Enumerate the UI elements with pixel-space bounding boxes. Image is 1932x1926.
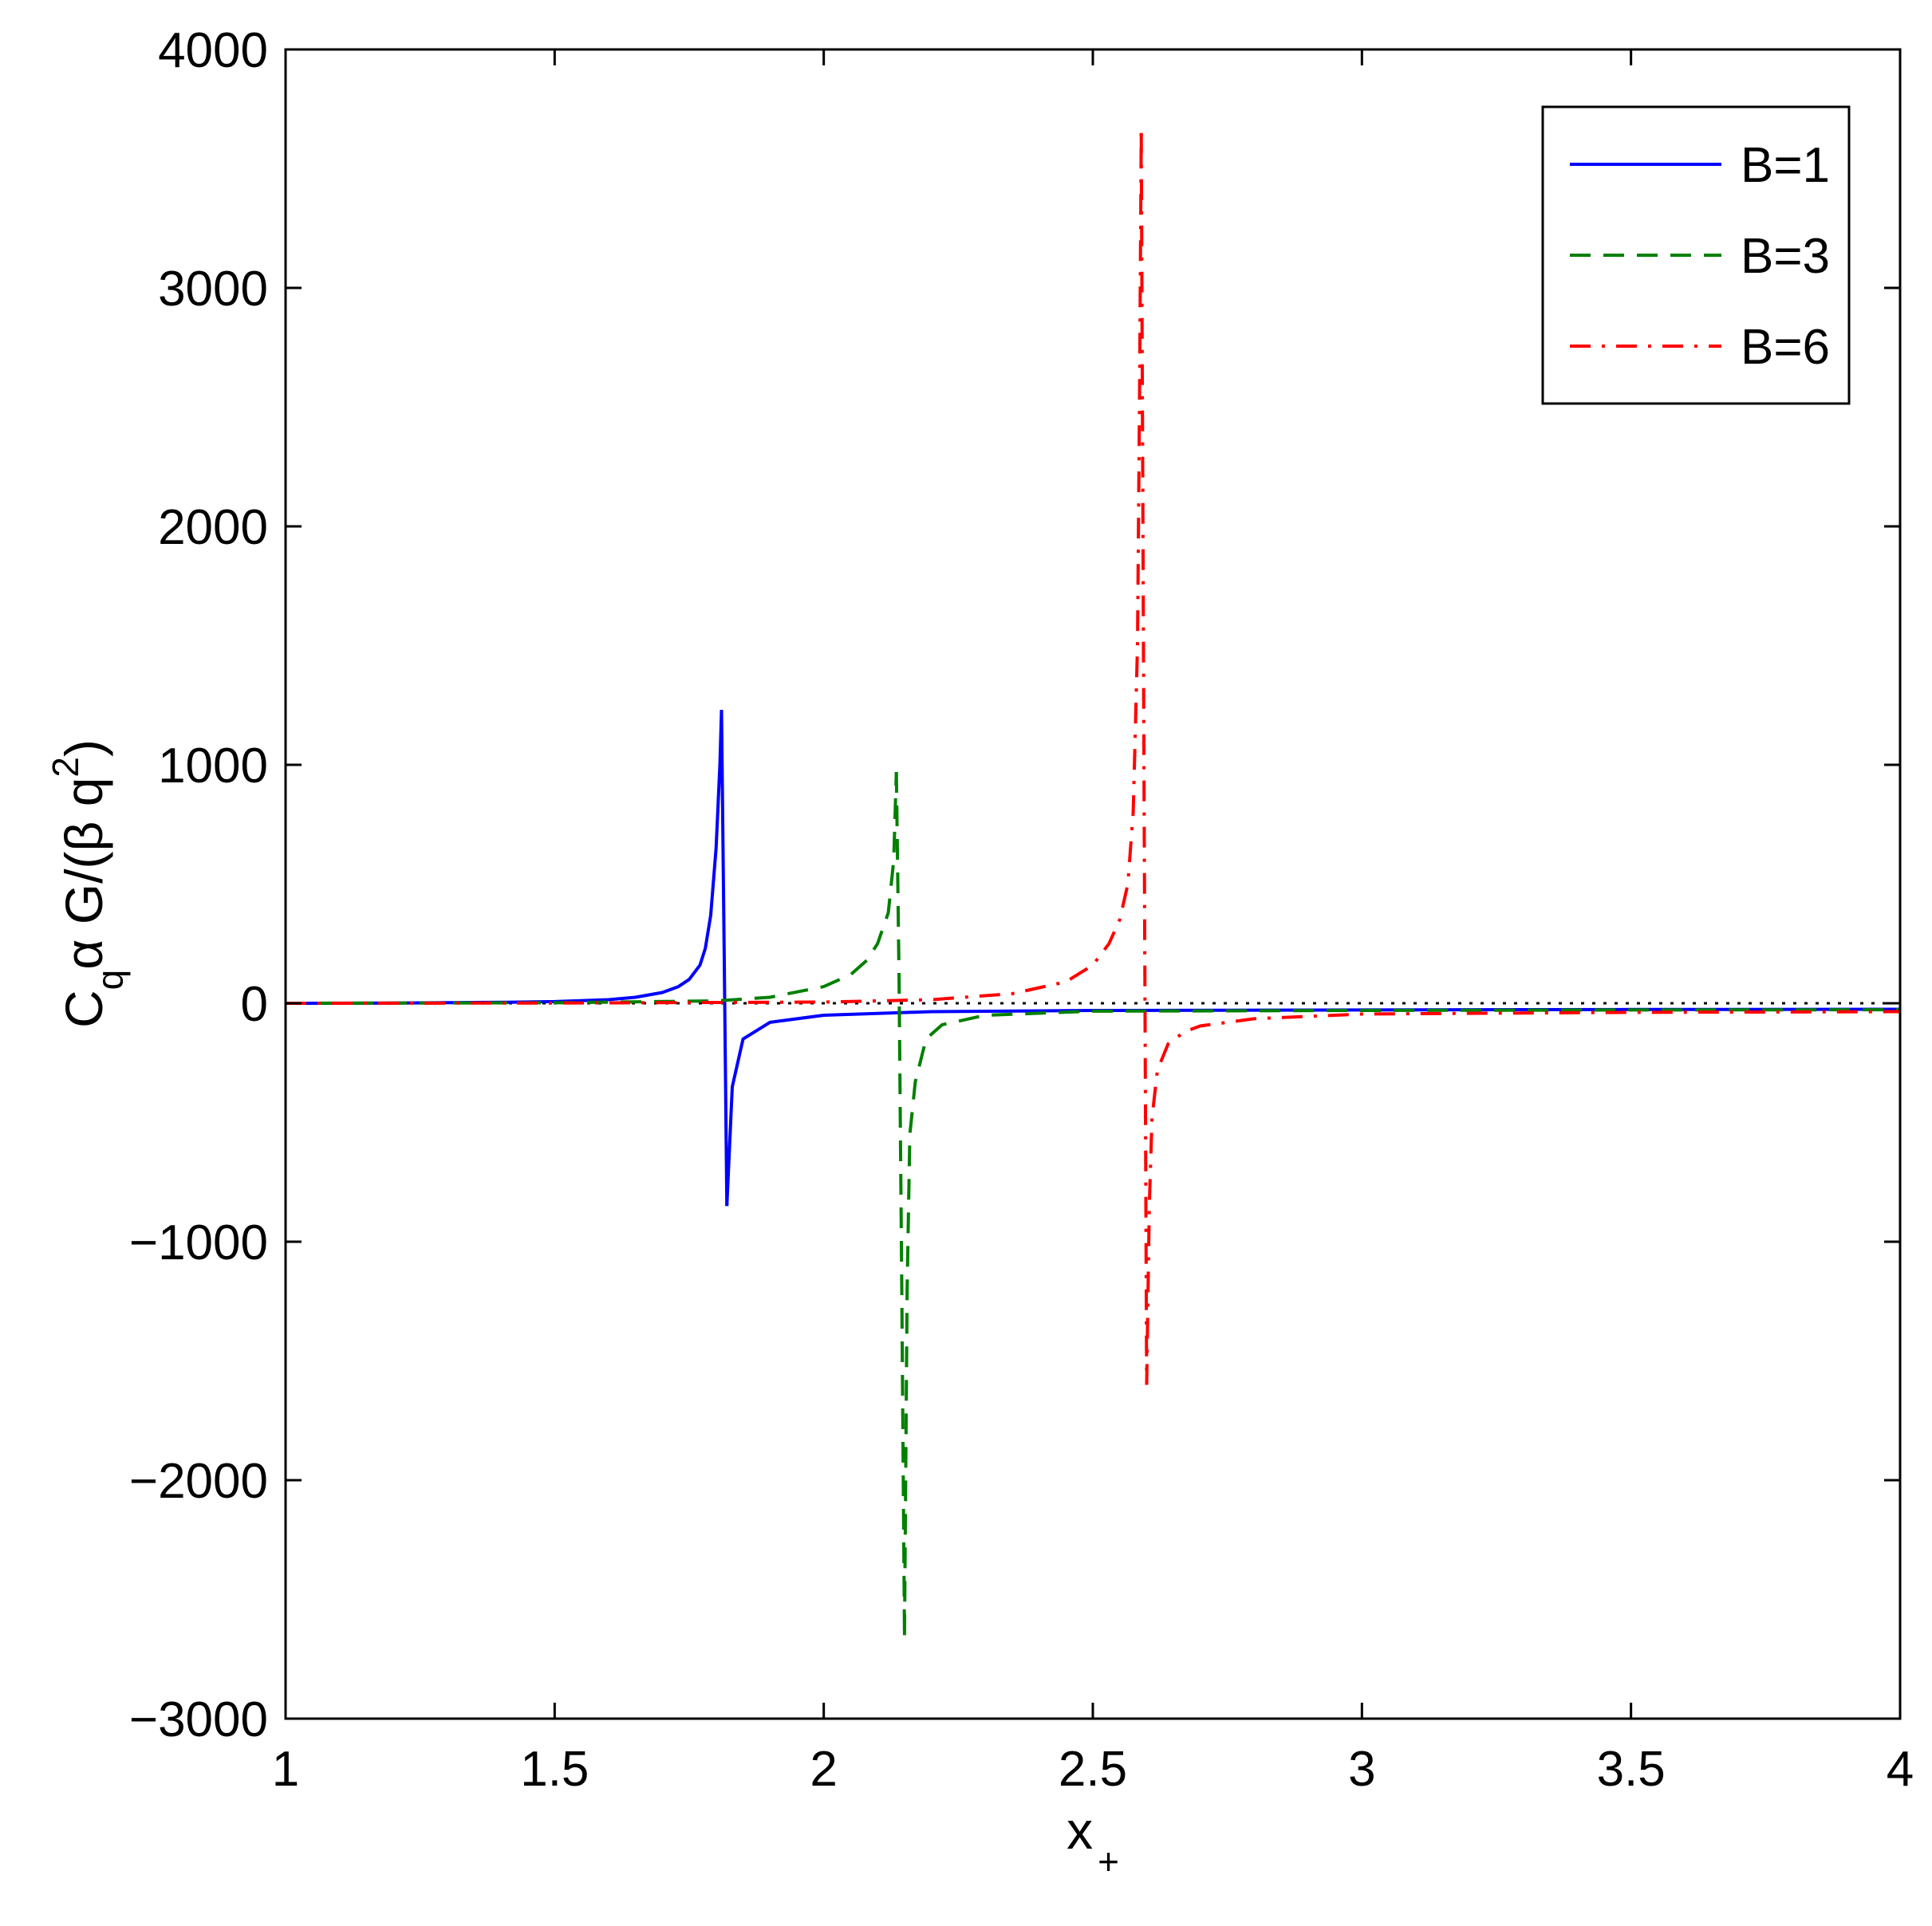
- y-axis-label-close: ): [54, 739, 113, 757]
- legend-label-b6: B=6: [1741, 320, 1830, 375]
- y-axis-label-superscript: 2: [45, 757, 86, 778]
- y-tick-label: 4000: [158, 23, 268, 78]
- x-tick-label: 1: [272, 1742, 299, 1797]
- series-line: [902, 1008, 1900, 1636]
- x-tick-label: 1.5: [520, 1742, 589, 1797]
- x-tick-label: 4: [1887, 1742, 1914, 1797]
- y-tick-label: 1000: [158, 738, 268, 794]
- y-tick-label: 3000: [158, 262, 268, 317]
- x-tick-label: 2: [810, 1742, 837, 1797]
- y-tick-label: −3000: [129, 1692, 268, 1747]
- legend-label-b1: B=1: [1741, 138, 1830, 193]
- y-tick-label: 2000: [158, 500, 268, 555]
- y-axis-label-main: α G/(β q: [54, 778, 113, 970]
- series-line: [1145, 1010, 1900, 1385]
- y-tick-label: −1000: [129, 1215, 268, 1270]
- ticks-layer: 1 1.5 2 2.5 3 3.5 4 −3000 −2000 −1000 0 1000 2000 300…: [129, 23, 1914, 1797]
- y-axis-label-base: C: [54, 990, 113, 1028]
- series-line: [894, 771, 906, 1636]
- x-tick-label: 3: [1348, 1742, 1375, 1797]
- x-tick-label: 3.5: [1597, 1742, 1666, 1797]
- series-line: [720, 710, 729, 1207]
- series-layer: [286, 132, 1900, 1636]
- series-b6: [286, 132, 1900, 1385]
- x-axis-label: x+: [1067, 1801, 1119, 1882]
- legend-label-b3: B=3: [1741, 229, 1830, 284]
- y-tick-label: 0: [241, 977, 268, 1032]
- legend: B=1 B=3 B=6: [1541, 105, 1851, 405]
- x-tick-label: 2.5: [1059, 1742, 1127, 1797]
- x-axis-label-base: x: [1067, 1801, 1093, 1860]
- x-axis-label-subscript: +: [1098, 1841, 1119, 1882]
- y-tick-label: −2000: [129, 1454, 268, 1509]
- legend-box: [1541, 105, 1851, 405]
- series-line: [286, 132, 1143, 1005]
- y-axis-label-subscript: q: [89, 970, 131, 991]
- y-axis-label: Cqα G/(β q2): [45, 739, 131, 1028]
